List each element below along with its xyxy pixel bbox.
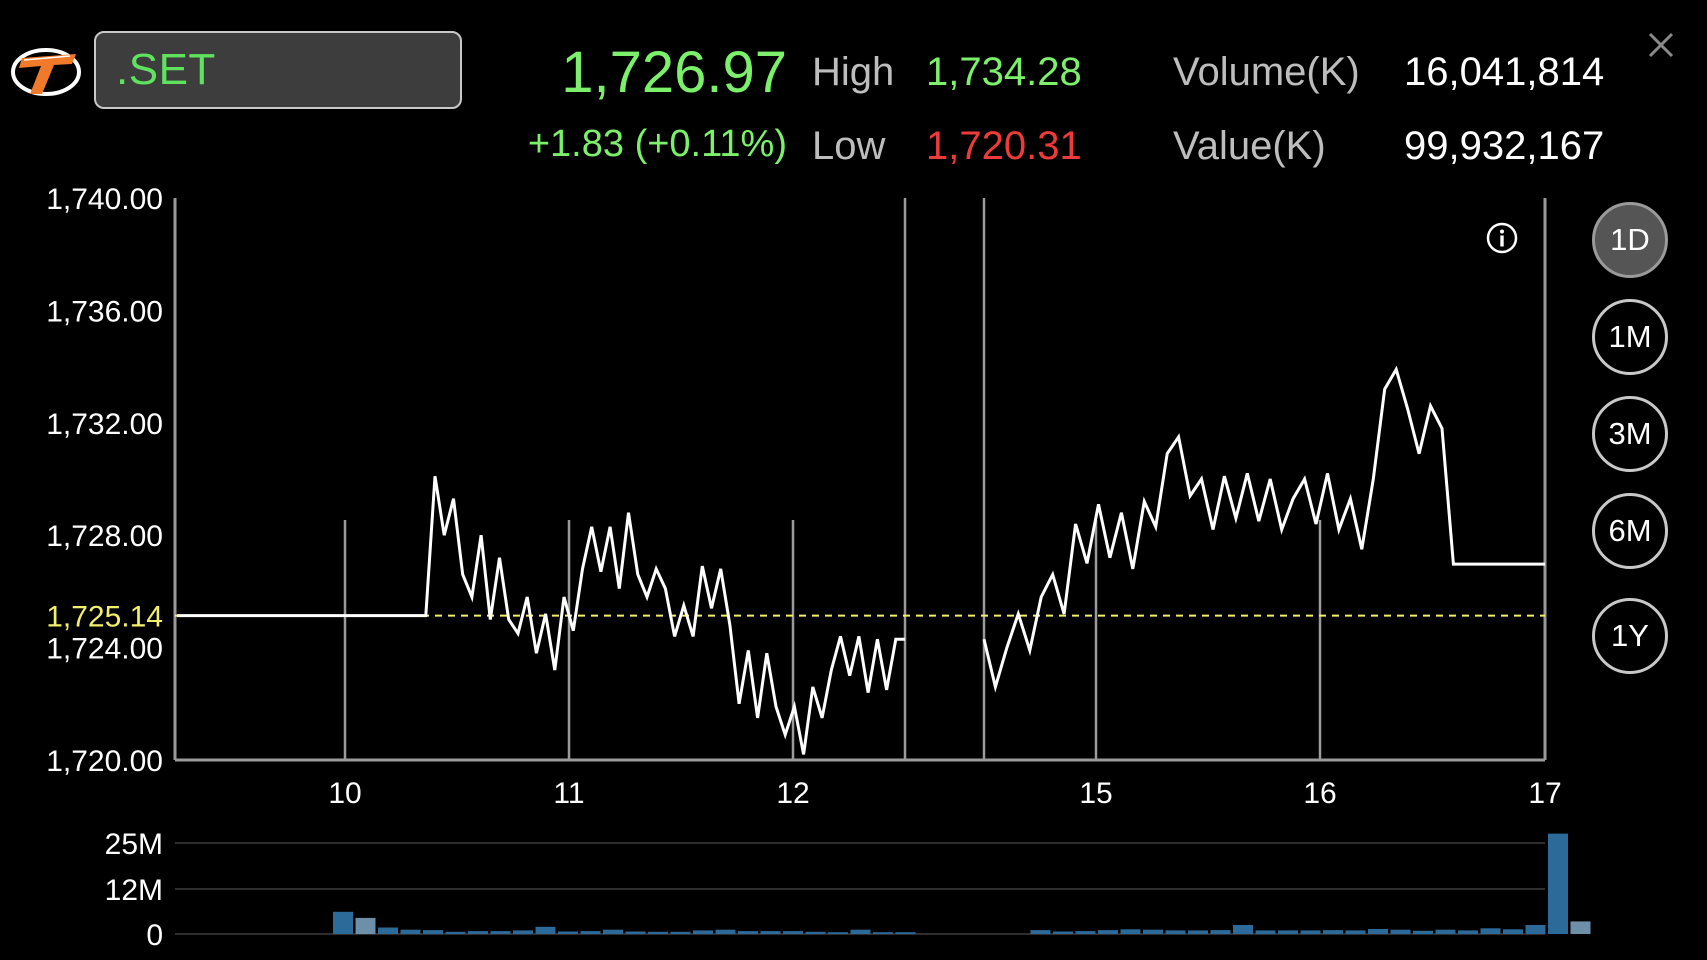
volume-bar (580, 931, 601, 934)
volume-value: 16,041,814 (1404, 50, 1605, 94)
volume-bar (333, 911, 353, 934)
volume-bar (535, 926, 556, 934)
volume-bar (468, 931, 488, 934)
volume-bar (1075, 931, 1096, 934)
high-value: 1,734.28 (926, 50, 1082, 94)
volume-bar (1300, 930, 1321, 934)
period-button-1m[interactable]: 1M (1592, 299, 1668, 375)
volume-bar (1143, 929, 1163, 934)
volume-bar (1120, 929, 1141, 934)
volume-bar (1570, 921, 1591, 934)
broker-logo-icon (11, 48, 81, 96)
symbol-input[interactable]: .SET (94, 31, 462, 109)
x-tick-label: 15 (1079, 777, 1112, 810)
volume-bar (828, 932, 848, 934)
volume-bar (1030, 930, 1051, 934)
volume-bar (1480, 928, 1501, 934)
y-tick-label: 1,720.00 (46, 745, 163, 778)
volume-bar (1188, 930, 1208, 934)
volume-bar (805, 931, 826, 934)
x-tick-label: 10 (328, 777, 361, 810)
low-value: 1,720.31 (926, 124, 1082, 168)
y-tick-label: 1,736.00 (46, 295, 163, 328)
volume-bar (1233, 925, 1253, 934)
volume-bar (513, 930, 533, 934)
volume-bar (1053, 931, 1073, 934)
volume-bar (1098, 930, 1118, 934)
volume-bar (895, 932, 916, 934)
volume-bar (445, 931, 466, 934)
high-label: High (812, 50, 895, 94)
volume-bar (400, 929, 421, 934)
period-button-1y[interactable]: 1Y (1592, 598, 1668, 674)
volume-bar (1548, 833, 1568, 934)
volume-tick-label: 0 (146, 919, 163, 952)
period-button-1d[interactable]: 1D (1592, 202, 1668, 278)
price-change: +1.83 (+0.11%) (527, 123, 787, 165)
value-value: 99,932,167 (1404, 124, 1605, 168)
volume-bar (1503, 929, 1523, 934)
volume-bar (1390, 929, 1411, 934)
volume-bar (850, 929, 871, 934)
volume-bar (625, 931, 646, 934)
volume-bar (1255, 930, 1276, 934)
volume-bar (1413, 930, 1433, 934)
x-tick-label: 17 (1528, 777, 1561, 810)
volume-bar (1278, 930, 1298, 934)
low-label: Low (812, 124, 886, 168)
value-label: Value(K) (1173, 124, 1326, 168)
x-tick-label: 16 (1303, 777, 1336, 810)
volume-bar (603, 929, 623, 934)
info-icon[interactable] (1486, 222, 1518, 254)
volume-bar (1525, 925, 1546, 934)
volume-bar (378, 927, 398, 934)
y-tick-label: 1,732.00 (46, 408, 163, 441)
volume-bar (1345, 930, 1366, 934)
volume-tick-label: 25M (105, 828, 163, 861)
y-tick-label: 1,740.00 (46, 183, 163, 216)
volume-bar (783, 931, 803, 934)
volume-bar (490, 931, 511, 934)
reference-label: 1,725.14 (46, 601, 163, 634)
last-price: 1,726.97 (561, 40, 787, 105)
volume-bar (760, 931, 781, 934)
volume-bar (1323, 930, 1343, 934)
volume-bar (738, 931, 758, 934)
volume-bar (1458, 930, 1478, 934)
volume-bar (355, 917, 376, 934)
y-tick-label: 1,728.00 (46, 520, 163, 553)
x-tick-label: 11 (553, 777, 584, 810)
price-line-segment (177, 475, 905, 755)
y-tick-label: 1,724.00 (46, 633, 163, 666)
x-tick-label: 12 (776, 777, 809, 810)
volume-bar (423, 930, 443, 934)
period-button-6m[interactable]: 6M (1592, 493, 1668, 569)
volume-bar (1210, 930, 1231, 934)
volume-bar (558, 931, 578, 934)
close-icon[interactable] (1646, 30, 1676, 60)
volume-label: Volume(K) (1173, 50, 1360, 94)
volume-bar (1165, 930, 1186, 934)
volume-bar (1435, 929, 1456, 934)
volume-bar (693, 930, 713, 934)
volume-tick-label: 12M (105, 874, 163, 907)
volume-bar (648, 931, 668, 934)
volume-bar (1368, 929, 1388, 934)
volume-bar (873, 932, 893, 934)
volume-bar (670, 931, 691, 934)
period-button-3m[interactable]: 3M (1592, 396, 1668, 472)
volume-bar (715, 929, 736, 934)
price-line-segment (982, 365, 1545, 693)
